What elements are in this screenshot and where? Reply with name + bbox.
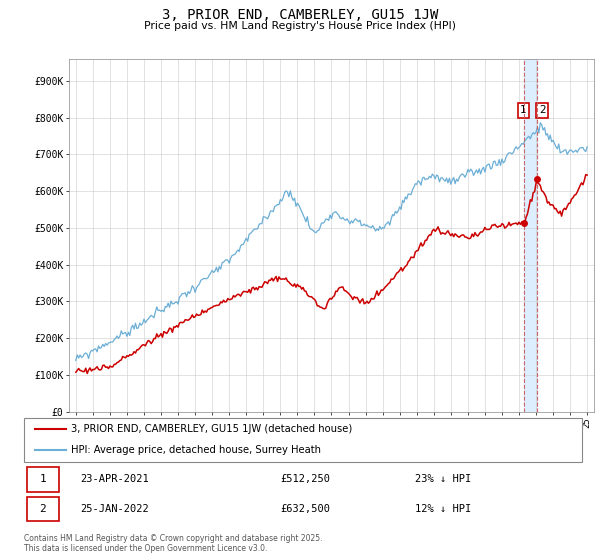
Text: 3, PRIOR END, CAMBERLEY, GU15 1JW: 3, PRIOR END, CAMBERLEY, GU15 1JW [162, 8, 438, 22]
Text: 2: 2 [40, 504, 46, 514]
Text: 12% ↓ HPI: 12% ↓ HPI [415, 504, 471, 514]
Text: 25-JAN-2022: 25-JAN-2022 [80, 504, 149, 514]
Text: 3, PRIOR END, CAMBERLEY, GU15 1JW (detached house): 3, PRIOR END, CAMBERLEY, GU15 1JW (detac… [71, 424, 353, 434]
Text: Price paid vs. HM Land Registry's House Price Index (HPI): Price paid vs. HM Land Registry's House … [144, 21, 456, 31]
Text: £632,500: £632,500 [281, 504, 331, 514]
Text: 2: 2 [539, 105, 545, 115]
Text: 1: 1 [40, 474, 46, 484]
FancyBboxPatch shape [27, 467, 59, 492]
Text: 23% ↓ HPI: 23% ↓ HPI [415, 474, 471, 484]
FancyBboxPatch shape [27, 497, 59, 521]
Text: £512,250: £512,250 [281, 474, 331, 484]
Text: Contains HM Land Registry data © Crown copyright and database right 2025.
This d: Contains HM Land Registry data © Crown c… [24, 534, 323, 553]
Bar [524, 59, 537, 412]
Text: HPI: Average price, detached house, Surrey Heath: HPI: Average price, detached house, Surr… [71, 445, 322, 455]
Text: 1: 1 [520, 105, 527, 115]
FancyBboxPatch shape [24, 418, 582, 462]
Text: 23-APR-2021: 23-APR-2021 [80, 474, 149, 484]
